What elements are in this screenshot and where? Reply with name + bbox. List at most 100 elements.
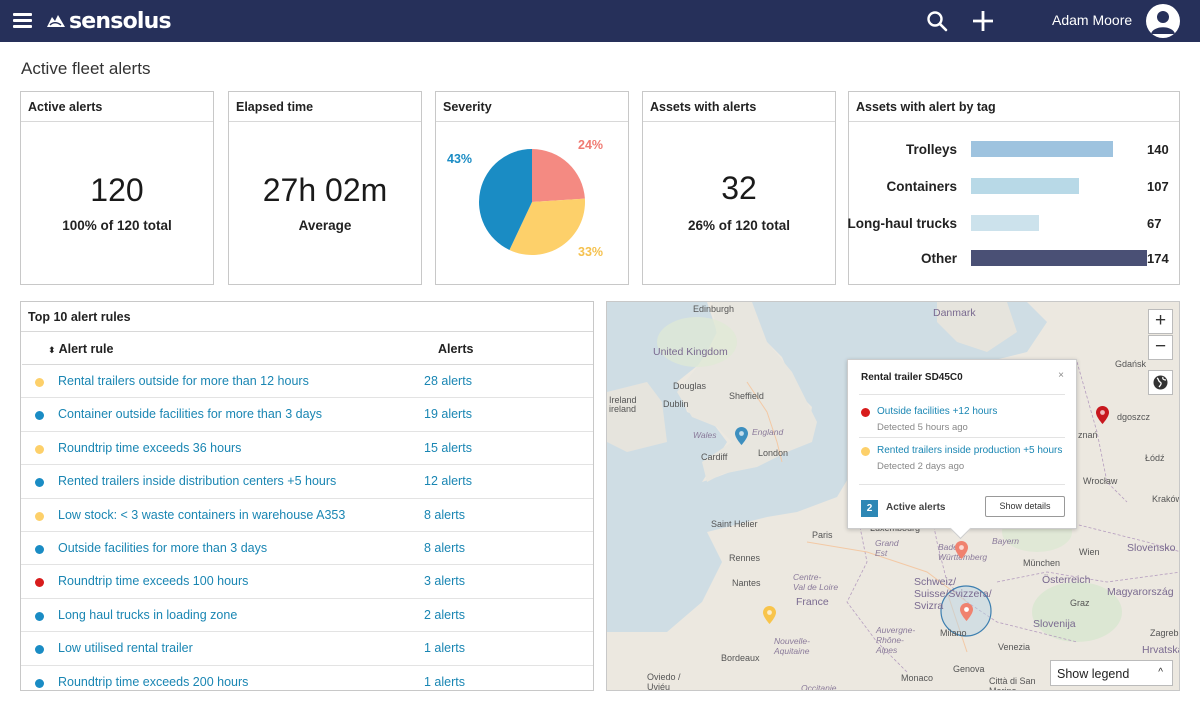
table-row[interactable]: Long haul trucks in loading zone 2 alerts	[21, 599, 593, 633]
map-label-krakow: Kraków	[1152, 494, 1180, 504]
alert-rule-link[interactable]: Low utilised rental trailer	[58, 641, 193, 656]
blue-pin-icon[interactable]	[735, 427, 748, 445]
active-alerts-count-label: Active alerts	[886, 502, 946, 513]
table-row[interactable]: Outside facilities for more than 3 days 8…	[21, 532, 593, 566]
map-label-gdansk: Gdańsk	[1115, 359, 1147, 369]
elapsed-time-card: Elapsed time 27h 02m Average	[228, 91, 422, 285]
popup-alert-link[interactable]: Outside facilities +12 hours	[877, 406, 998, 417]
popup-alert-link[interactable]: Rented trailers inside production +5 hou…	[877, 445, 1063, 456]
alert-rule-link[interactable]: Rented trailers inside distribution cent…	[58, 474, 337, 489]
card-title: Assets with alerts	[643, 92, 835, 122]
table-row[interactable]: Roundtrip time exceeds 200 hours 1 alerts	[21, 666, 593, 690]
fleet-map[interactable]: Edinburgh United Kingdom Douglas Ireland…	[606, 301, 1180, 691]
tag-bar	[971, 215, 1039, 231]
severity-dot	[35, 578, 44, 588]
map-label-sheffield: Sheffield	[729, 391, 764, 401]
show-legend-button[interactable]: Show legend ^	[1050, 660, 1173, 686]
assets-by-tag-card: Assets with alert by tag Trolleys 140 Cont…	[847, 91, 1180, 285]
map-label-centre: Centre- Val de Loire	[793, 572, 839, 592]
show-details-button[interactable]: Show details	[985, 496, 1065, 517]
sort-alert-rule-header[interactable]: ⬍ Alert rule	[48, 342, 113, 356]
severity-dot	[35, 411, 44, 421]
pie-slice[interactable]	[509, 198, 585, 255]
top-alert-rules-table: Top 10 alert rules ⬍ Alert rule Alerts R…	[20, 301, 594, 691]
popup-title: Rental trailer SD45C0	[861, 372, 963, 383]
orange-pin-icon[interactable]	[955, 541, 968, 559]
tag-value: 140	[1147, 142, 1169, 157]
popup-alert-item[interactable]: Outside facilities +12 hours Detected 5 …	[861, 405, 1073, 437]
alert-rule-link[interactable]: Low stock: < 3 waste containers in wareh…	[58, 507, 346, 522]
alert-count-link[interactable]: 19 alerts	[424, 407, 472, 422]
map-label-schweiz: Schweiz/Suisse/Svizzera/Svizra	[914, 576, 992, 612]
map-label-uk: United Kingdom	[653, 346, 728, 358]
card-title: Severity	[436, 92, 628, 122]
globe-icon[interactable]	[1148, 370, 1173, 395]
zoom-in-button[interactable]: +	[1148, 309, 1173, 334]
alert-count-link[interactable]: 12 alerts	[424, 474, 472, 489]
map-label-milano: Milano	[940, 628, 967, 638]
top-bar: sensolus Adam Moore	[0, 0, 1200, 42]
close-icon[interactable]: ×	[1058, 370, 1064, 381]
tag-row[interactable]: Long-haul trucks 67	[847, 214, 1179, 234]
map-label-cardiff: Cardiff	[701, 452, 728, 462]
alert-rule-link[interactable]: Container outside facilities for more th…	[58, 407, 323, 422]
search-icon[interactable]	[926, 10, 948, 32]
elapsed-time-value: 27h 02m	[262, 172, 388, 208]
map-label-wales: Wales	[693, 430, 717, 440]
table-row[interactable]: Rented trailers inside distribution cent…	[21, 465, 593, 499]
alert-rule-link[interactable]: Roundtrip time exceeds 100 hours	[58, 574, 249, 589]
map-label-slovenija: Slovenija	[1033, 618, 1076, 630]
plus-icon[interactable]	[972, 10, 994, 32]
map-label-rennes: Rennes	[729, 553, 761, 563]
zoom-out-button[interactable]: −	[1148, 335, 1173, 360]
alert-count-link[interactable]: 1 alerts	[424, 641, 465, 656]
alert-rule-link[interactable]: Outside facilities for more than 3 days	[58, 540, 268, 555]
alert-count-link[interactable]: 15 alerts	[424, 440, 472, 455]
active-alerts-card: Active alerts 120 100% of 120 total	[20, 91, 214, 285]
pie-slice[interactable]	[532, 149, 585, 202]
alert-count-link[interactable]: 8 alerts	[424, 540, 465, 555]
alert-count-link[interactable]: 28 alerts	[424, 374, 472, 388]
yellow-pin-icon[interactable]	[763, 606, 776, 624]
map-label-citta-san-marino: Città di San Marino	[989, 676, 1036, 691]
popup-divider	[859, 394, 1065, 395]
alert-count-link[interactable]: 3 alerts	[424, 574, 465, 589]
chevron-up-icon: ^	[1158, 667, 1163, 678]
table-row[interactable]: Roundtrip time exceeds 36 hours 15 alerts	[21, 432, 593, 466]
severity-dot	[35, 378, 44, 387]
alert-rule-link[interactable]: Roundtrip time exceeds 36 hours	[58, 440, 242, 455]
map-label-paris: Paris	[812, 530, 833, 540]
alert-count-link[interactable]: 8 alerts	[424, 507, 465, 522]
map-label-grand-est: Grand Est	[875, 538, 899, 558]
menu-icon[interactable]	[13, 13, 32, 28]
red-pin-icon[interactable]	[1096, 406, 1109, 424]
alert-rule-link[interactable]: Rental trailers outside for more than 12…	[58, 374, 309, 388]
alert-rule-column-label: Alert rule	[58, 342, 114, 356]
table-row[interactable]: Rental trailers outside for more than 12…	[21, 365, 593, 399]
user-avatar-icon[interactable]	[1146, 4, 1180, 38]
brand-name: sensolus	[69, 8, 172, 34]
popup-alert-item[interactable]: Rented trailers inside production +5 hou…	[861, 444, 1073, 476]
active-alerts-value: 120	[90, 172, 144, 208]
cluster-pin-icon[interactable]	[960, 603, 973, 621]
table-row[interactable]: Roundtrip time exceeds 100 hours 3 alerts	[21, 565, 593, 599]
tag-row[interactable]: Containers 107	[849, 177, 1179, 197]
table-row[interactable]: Container outside facilities for more th…	[21, 398, 593, 432]
table-row[interactable]: Low utilised rental trailer 1 alerts	[21, 632, 593, 666]
severity-label-red: 24%	[578, 138, 604, 152]
pie-slice[interactable]	[479, 149, 532, 250]
alert-count-link[interactable]: 1 alerts	[424, 674, 465, 689]
user-name[interactable]: Adam Moore	[1052, 12, 1133, 28]
alert-rule-link[interactable]: Roundtrip time exceeds 200 hours	[58, 674, 249, 689]
alert-rule-link[interactable]: Long haul trucks in loading zone	[58, 607, 238, 622]
map-label-nouvelle-aquitaine: Nouvelle- Aquitaine	[774, 636, 810, 656]
alert-count-link[interactable]: 2 alerts	[424, 607, 465, 622]
tag-row[interactable]: Trolleys 140	[849, 140, 1179, 160]
map-label-bordeaux: Bordeaux	[721, 653, 760, 663]
map-label-genova: Genova	[953, 664, 985, 674]
severity-dot	[35, 444, 44, 454]
tag-row[interactable]: Other 174	[849, 249, 1179, 269]
brand-logo[interactable]: sensolus	[45, 7, 172, 35]
table-row[interactable]: Low stock: < 3 waste containers in wareh…	[21, 499, 593, 532]
map-label-monaco: Monaco	[901, 673, 934, 683]
